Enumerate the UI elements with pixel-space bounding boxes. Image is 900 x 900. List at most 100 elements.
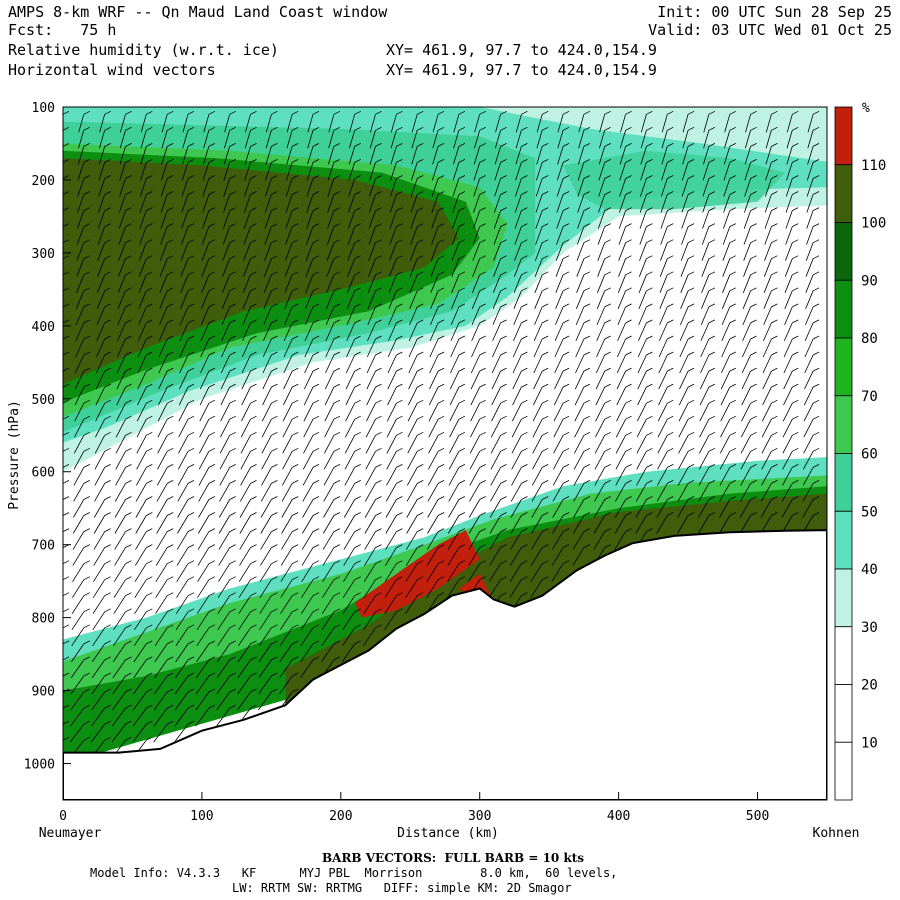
y-axis-label: Pressure (hPa) — [7, 400, 22, 510]
wind-barb-column — [278, 110, 299, 711]
colorbar-label: 40 — [861, 562, 878, 578]
colorbar-segment — [834, 453, 853, 512]
colorbar-segment — [834, 568, 853, 628]
colorbar-label: 10 — [861, 735, 878, 751]
wind-barb-column — [551, 110, 570, 582]
y-tick-label: 400 — [32, 320, 55, 335]
y-axis: 100 200 300 400 500 600 700 800 900 1000 — [24, 101, 71, 773]
x-tick-label: 500 — [746, 809, 769, 824]
x-axis-label: Distance (km) — [397, 826, 499, 841]
colorbar-segment — [834, 106, 853, 166]
x-tick-label: 100 — [190, 809, 213, 824]
wind-barb-column — [341, 110, 361, 663]
colorbar-label: 60 — [861, 447, 878, 463]
colorbar-label: 50 — [861, 504, 878, 520]
colorbar-segment — [834, 395, 853, 454]
y-tick-label: 1000 — [24, 758, 55, 773]
terrain-mask — [63, 529, 827, 800]
wind-barb-column — [132, 110, 153, 759]
wind-barb-column — [509, 110, 528, 614]
terrain-surface — [63, 529, 827, 800]
init-time: Init: 00 UTC Sun 28 Sep 25 — [657, 3, 892, 21]
x-axis: 0 100 200 300 400 500 — [59, 792, 769, 824]
wind-barb-column — [593, 110, 611, 566]
y-tick-label: 200 — [32, 174, 55, 189]
colorbar-unit: % — [862, 101, 870, 116]
xy-range-rh: XY= 461.9, 97.7 to 424.0,154.9 — [386, 41, 657, 59]
colorbar-label: 80 — [861, 331, 878, 347]
colorbar-label: 100 — [861, 216, 886, 232]
wind-barb-column — [300, 110, 320, 679]
y-tick-label: 500 — [32, 393, 55, 408]
wind-barb-column — [69, 110, 90, 759]
wind-barb-column — [614, 110, 632, 550]
wind-barb-column — [363, 110, 382, 647]
x-tick-label: 200 — [329, 809, 352, 824]
wind-barb-column — [718, 110, 736, 534]
field-label-wind: Horizontal wind vectors — [8, 61, 216, 79]
wind-barb-column — [802, 110, 820, 534]
y-tick-label: 600 — [32, 466, 55, 481]
wind-barb-column — [488, 110, 507, 614]
x-start-label: Neumayer — [39, 826, 102, 841]
valid-time: Valid: 03 UTC Wed 01 Oct 25 — [648, 21, 892, 39]
wind-barb-column — [195, 110, 216, 727]
wind-barb-column — [153, 110, 174, 743]
wind-barb-column — [677, 110, 695, 534]
plot-frame — [62, 106, 828, 801]
colorbar-label: 20 — [861, 678, 878, 694]
colorbar-label: 90 — [861, 273, 878, 289]
rh-region-upper-100 — [63, 158, 459, 385]
field-label-rh: Relative humidity (w.r.t. ice) — [8, 41, 279, 59]
wind-barb-column — [467, 110, 486, 598]
wind-barb-column — [236, 110, 257, 727]
wind-barb-column — [760, 110, 778, 534]
y-tick-label: 900 — [32, 685, 55, 700]
wind-barb-column — [258, 110, 278, 711]
wind-barb-column — [405, 110, 424, 614]
wind-barb-column — [384, 110, 403, 631]
colorbar-label: 110 — [861, 158, 886, 174]
wind-barb-column — [90, 110, 111, 759]
colorbar: 10 20 30 40 50 60 70 80 90 100 110% — [834, 101, 886, 801]
x-tick-label: 300 — [468, 809, 491, 824]
colorbar-segment — [834, 222, 853, 281]
wind-barb-column — [447, 110, 466, 598]
wind-barb-column — [216, 110, 236, 727]
colorbar-label: 70 — [861, 389, 878, 405]
wind-barb-column — [572, 110, 591, 566]
wind-barb-column — [635, 110, 653, 550]
colorbar-segment — [834, 164, 853, 223]
x-tick-label: 400 — [607, 809, 630, 824]
colorbar-segment — [834, 510, 853, 570]
model-info-line2: LW: RRTM SW: RRTMG DIFF: simple KM: 2D S… — [232, 881, 572, 895]
model-info-line1: Model Info: V4.3.3 KF MYJ PBL Morrison 8… — [90, 866, 618, 880]
y-tick-label: 700 — [32, 539, 55, 554]
wind-barb-column — [781, 110, 799, 534]
wind-barb-column — [111, 110, 132, 759]
xy-range-wind: XY= 461.9, 97.7 to 424.0,154.9 — [386, 61, 657, 79]
x-tick-label: 0 — [59, 809, 67, 824]
colorbar-segment — [834, 279, 853, 339]
colorbar-label: 30 — [861, 620, 878, 636]
y-tick-label: 300 — [32, 247, 55, 262]
wind-barb-column — [426, 110, 445, 614]
colorbar-segment — [834, 337, 853, 397]
barb-legend: BARB VECTORS: FULL BARB = 10 kts — [322, 851, 585, 865]
wind-barb-column — [174, 110, 195, 743]
forecast-hour: Fcst: 75 h — [8, 21, 117, 39]
y-tick-label: 800 — [32, 612, 55, 627]
wind-barb-column — [320, 110, 341, 679]
colorbar-segment — [834, 684, 853, 743]
colorbar-segment — [834, 741, 853, 801]
wind-barbs — [63, 110, 820, 759]
y-tick-label: 100 — [32, 101, 55, 116]
wind-barb-column — [530, 110, 549, 598]
wind-barb-column — [697, 110, 716, 534]
chart-title: AMPS 8-km WRF -- Qn Maud Land Coast wind… — [8, 3, 388, 21]
colorbar-segment — [834, 626, 853, 685]
wind-barb-column — [656, 110, 674, 534]
wind-barb-column — [63, 110, 70, 741]
x-end-label: Kohnen — [813, 826, 860, 841]
